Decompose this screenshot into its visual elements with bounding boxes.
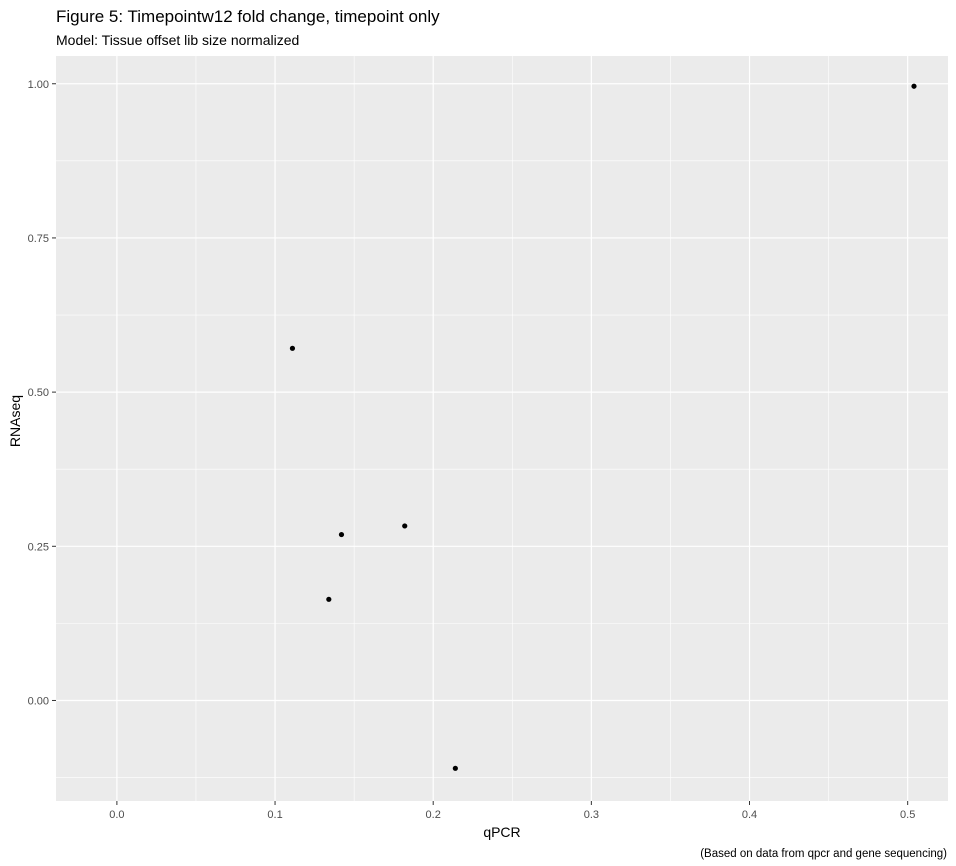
y-tick-label: 0.00 bbox=[28, 695, 49, 707]
x-tick-label: 0.3 bbox=[584, 809, 599, 821]
x-tick-label: 0.1 bbox=[267, 809, 282, 821]
data-point bbox=[402, 523, 408, 529]
data-point bbox=[326, 596, 332, 602]
y-tick-label: 0.50 bbox=[28, 387, 49, 399]
y-axis-title: RNAseq bbox=[7, 395, 23, 447]
data-points bbox=[289, 83, 917, 771]
y-tick-label: 0.75 bbox=[28, 233, 49, 245]
plot-panel bbox=[56, 56, 948, 801]
y-tick-label: 1.00 bbox=[28, 79, 49, 91]
grid-major bbox=[56, 56, 948, 801]
x-axis-title: qPCR bbox=[483, 824, 520, 840]
x-tick-label: 0.5 bbox=[900, 809, 915, 821]
x-tick-label: 0.4 bbox=[742, 809, 757, 821]
data-point bbox=[338, 531, 345, 538]
y-tick-label: 0.25 bbox=[28, 541, 49, 553]
chart-subtitle: Model: Tissue offset lib size normalized bbox=[56, 32, 299, 48]
x-tick-label: 0.2 bbox=[426, 809, 441, 821]
data-point bbox=[452, 765, 458, 771]
x-axis: 0.0 0.1 0.2 0.3 0.4 0.5 bbox=[109, 801, 915, 821]
chart-caption: (Based on data from qpcr and gene sequen… bbox=[700, 848, 947, 860]
y-axis: 0.00 0.25 0.50 0.75 1.00 bbox=[28, 79, 56, 707]
x-tick-label: 0.0 bbox=[109, 809, 124, 821]
chart-title: Figure 5: Timepointw12 fold change, time… bbox=[56, 7, 440, 26]
data-point bbox=[911, 83, 917, 89]
data-point bbox=[289, 345, 296, 351]
grid-minor bbox=[56, 56, 948, 801]
